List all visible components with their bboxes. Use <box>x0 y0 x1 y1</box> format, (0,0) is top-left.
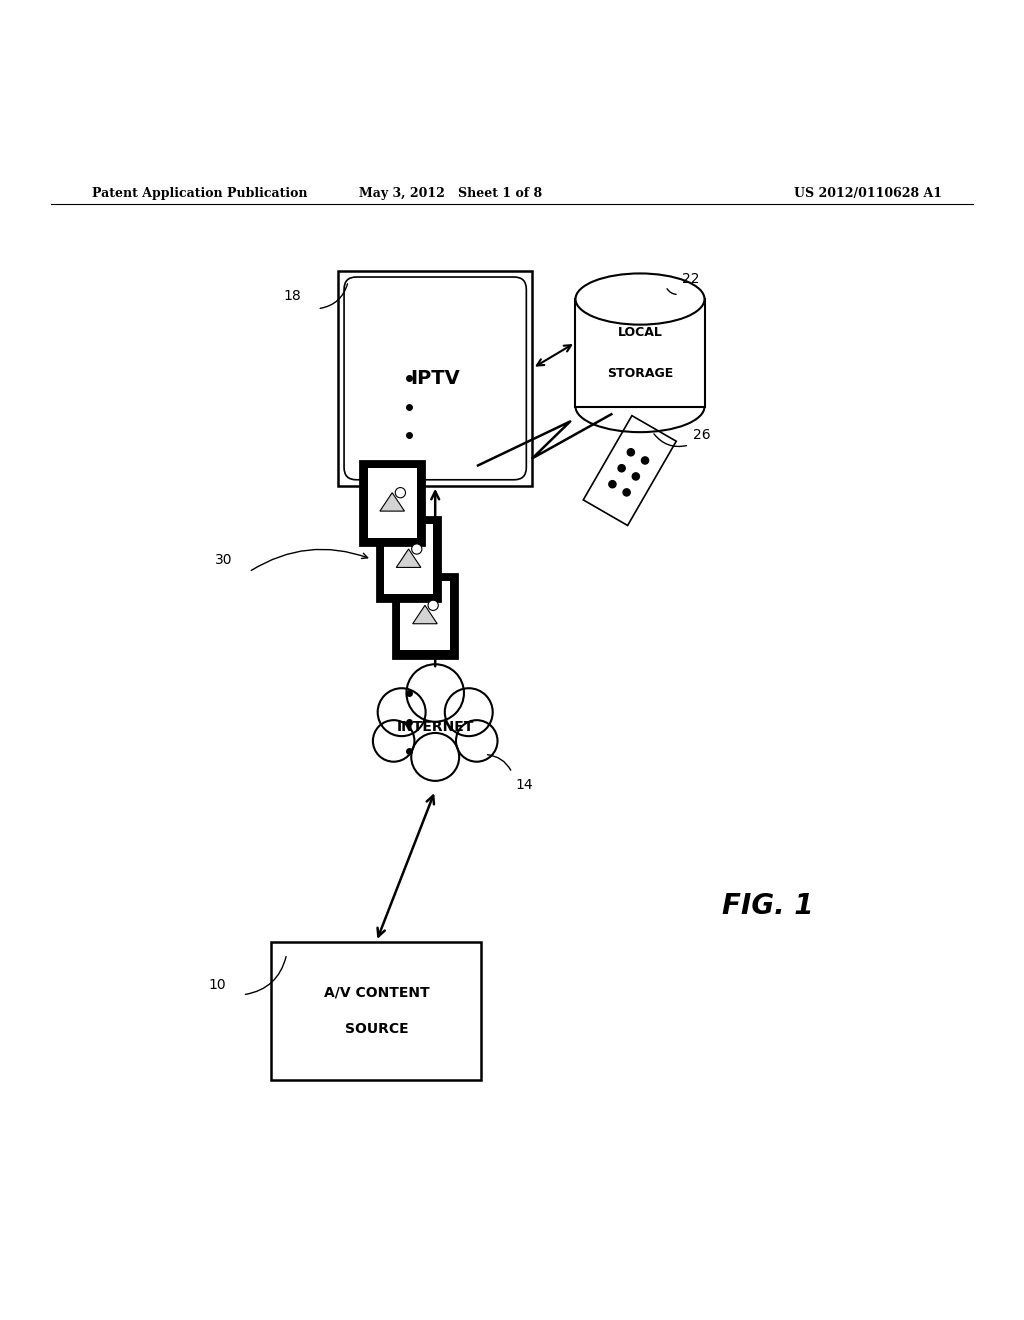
Circle shape <box>632 473 639 480</box>
Circle shape <box>412 544 422 554</box>
Bar <box>360 461 424 545</box>
Text: 22: 22 <box>682 272 700 286</box>
Text: 14: 14 <box>515 777 534 792</box>
Circle shape <box>373 721 415 762</box>
Circle shape <box>444 688 493 737</box>
Text: 26: 26 <box>692 428 711 442</box>
Text: STORAGE: STORAGE <box>607 367 673 380</box>
Text: US 2012/0110628 A1: US 2012/0110628 A1 <box>794 187 942 199</box>
Text: 10: 10 <box>208 978 226 991</box>
Text: 30: 30 <box>214 553 232 566</box>
Polygon shape <box>380 492 404 511</box>
Polygon shape <box>584 416 676 525</box>
Bar <box>575 300 705 407</box>
Circle shape <box>412 733 459 781</box>
Ellipse shape <box>575 273 705 325</box>
Bar <box>368 469 417 537</box>
Text: INTERNET: INTERNET <box>396 719 474 734</box>
Circle shape <box>628 449 635 455</box>
Circle shape <box>609 480 616 488</box>
Circle shape <box>407 664 464 722</box>
Text: A/V CONTENT: A/V CONTENT <box>324 985 429 999</box>
Text: IPTV: IPTV <box>411 368 460 388</box>
Text: LOCAL: LOCAL <box>617 326 663 339</box>
Bar <box>271 941 481 1080</box>
Circle shape <box>623 488 630 496</box>
Bar <box>338 271 532 486</box>
Circle shape <box>378 688 426 737</box>
Bar <box>400 581 450 651</box>
FancyBboxPatch shape <box>344 277 526 479</box>
Circle shape <box>395 487 406 498</box>
Text: FIG. 1: FIG. 1 <box>722 892 814 920</box>
Circle shape <box>641 457 648 465</box>
Bar <box>393 574 457 657</box>
Polygon shape <box>396 549 421 568</box>
Circle shape <box>456 721 498 762</box>
Text: Patent Application Publication: Patent Application Publication <box>92 187 307 199</box>
Text: May 3, 2012   Sheet 1 of 8: May 3, 2012 Sheet 1 of 8 <box>359 187 542 199</box>
Bar <box>384 524 433 594</box>
Text: SOURCE: SOURCE <box>344 1022 409 1036</box>
Circle shape <box>618 465 626 471</box>
Bar <box>377 517 440 601</box>
Circle shape <box>428 601 438 610</box>
Text: 18: 18 <box>283 289 301 304</box>
Polygon shape <box>413 606 437 624</box>
